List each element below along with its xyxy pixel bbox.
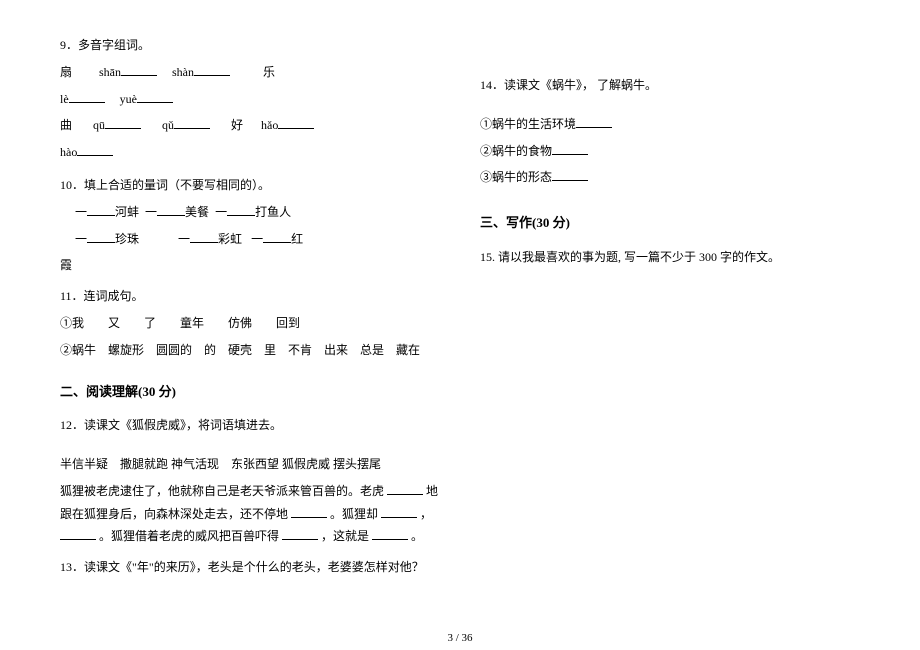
- q12-words: 半信半疑 撒腿就跑 神气活现 东张西望 狐假虎威 摆头摆尾: [60, 453, 440, 476]
- q10-row2: 一珍珠 一彩虹 一红: [60, 228, 440, 251]
- blank: [121, 63, 157, 76]
- one: 一: [75, 205, 87, 219]
- q11-l2: ②蜗牛 螺旋形 圆圆的 的 硬壳 里 不肯 出来 总是 藏在: [60, 339, 440, 362]
- section3-title: 三、写作(30 分): [480, 211, 860, 236]
- q9-title: 9．多音字组词。: [60, 34, 440, 57]
- q12-t4: ，: [420, 507, 432, 521]
- blank: [381, 505, 417, 518]
- columns: 9．多音字组词。 扇 shān shàn 乐 lè yuè 曲 qū qǔ: [60, 30, 860, 583]
- spacer: [60, 441, 440, 449]
- q9-pinyin6: qǔ: [162, 118, 174, 132]
- one: 一: [251, 232, 263, 246]
- q9-char2: 乐: [263, 65, 275, 79]
- q9-char1: 扇: [60, 65, 72, 79]
- q12-title: 12．读课文《狐假虎威》，将词语填进去。: [60, 414, 440, 437]
- q15: 15. 请以我最喜欢的事为题, 写一篇不少于 300 字的作文。: [480, 246, 860, 269]
- q9-row1: 扇 shān shàn 乐: [60, 61, 440, 84]
- q10-w1: 河蚌: [115, 205, 139, 219]
- blank: [87, 230, 115, 243]
- q14-l3: ③蜗牛的形态: [480, 166, 860, 189]
- blank: [263, 230, 291, 243]
- page-footer: 3 / 36: [0, 632, 920, 644]
- q9-char4: 好: [231, 118, 243, 132]
- blank: [157, 203, 185, 216]
- one: 一: [178, 232, 190, 246]
- q9-row4: hào: [60, 141, 440, 164]
- blank: [87, 203, 115, 216]
- q9-row3: 曲 qū qǔ 好 hǎo: [60, 114, 440, 137]
- q10-w5: 彩虹: [218, 232, 242, 246]
- section2-title: 二、阅读理解(30 分): [60, 380, 440, 405]
- blank: [174, 116, 210, 129]
- q10-w2: 美餐: [185, 205, 209, 219]
- q11-l1: ①我 又 了 童年 仿佛 回到: [60, 312, 440, 335]
- q12-t7: 。: [411, 529, 423, 543]
- page: 9．多音字组词。 扇 shān shàn 乐 lè yuè 曲 qū qǔ: [0, 0, 920, 650]
- q9-pinyin7: hǎo: [261, 118, 278, 132]
- blank: [194, 63, 230, 76]
- q9-char3: 曲: [60, 118, 72, 132]
- blank: [69, 90, 105, 103]
- q10-w4: 珍珠: [115, 232, 139, 246]
- q12-t6: ，这就是: [321, 529, 369, 543]
- q9-pinyin8: hào: [60, 145, 77, 159]
- q9-pinyin5: qū: [93, 118, 105, 132]
- blank: [60, 527, 96, 540]
- q10-w3: 打鱼人: [255, 205, 291, 219]
- q12-body: 狐狸被老虎逮住了，他就称自己是老天爷派来管百兽的。老虎 地跟在狐狸身后，向森林深…: [60, 480, 440, 548]
- q9-pinyin1: shān: [99, 65, 121, 79]
- blank: [282, 527, 318, 540]
- q14-l2: ②蜗牛的食物: [480, 140, 860, 163]
- one: 一: [75, 232, 87, 246]
- q14-l2-text: ②蜗牛的食物: [480, 144, 552, 158]
- q9-pinyin3: lè: [60, 92, 69, 106]
- q14-l1-text: ①蜗牛的生活环境: [480, 117, 576, 131]
- q14-title: 14．读课文《蜗牛》， 了解蜗牛。: [480, 74, 860, 97]
- blank: [552, 168, 588, 181]
- blank: [227, 203, 255, 216]
- blank: [372, 527, 408, 540]
- blank: [77, 143, 113, 156]
- q9-pinyin4: yuè: [120, 92, 137, 106]
- q9-pinyin2: shàn: [172, 65, 194, 79]
- blank: [137, 90, 173, 103]
- q11-title: 11．连词成句。: [60, 285, 440, 308]
- column-right: 14．读课文《蜗牛》， 了解蜗牛。 ①蜗牛的生活环境 ②蜗牛的食物 ③蜗牛的形态…: [480, 30, 860, 583]
- one: 一: [215, 205, 227, 219]
- one: 一: [145, 205, 157, 219]
- q10-title: 10．填上合适的量词（不要写相同的）。: [60, 174, 440, 197]
- q10-row1: 一河蚌 一美餐 一打鱼人: [60, 201, 440, 224]
- q9-row2: lè yuè: [60, 88, 440, 111]
- spacer: [480, 30, 860, 70]
- q13-title: 13．读课文《"年"的来历》，老头是个什么的老头，老婆婆怎样对他？: [60, 556, 440, 579]
- column-left: 9．多音字组词。 扇 shān shàn 乐 lè yuè 曲 qū qǔ: [60, 30, 440, 583]
- blank: [552, 142, 588, 155]
- q14-l3-text: ③蜗牛的形态: [480, 170, 552, 184]
- q10-row2-tail: 霞: [60, 254, 440, 277]
- blank: [105, 116, 141, 129]
- q12-t3: 。狐狸却: [330, 507, 378, 521]
- blank: [291, 505, 327, 518]
- spacer: [480, 101, 860, 109]
- blank: [576, 115, 612, 128]
- blank: [387, 482, 423, 495]
- blank: [278, 116, 314, 129]
- q12-t5: 。狐狸借着老虎的威风把百兽吓得: [99, 529, 279, 543]
- q14-l1: ①蜗牛的生活环境: [480, 113, 860, 136]
- blank: [190, 230, 218, 243]
- q12-t1: 狐狸被老虎逮住了，他就称自己是老天爷派来管百兽的。老虎: [60, 484, 384, 498]
